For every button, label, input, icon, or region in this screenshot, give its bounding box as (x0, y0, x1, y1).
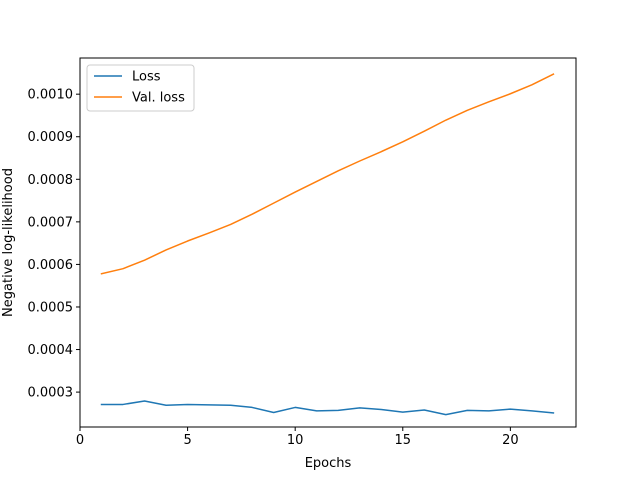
series-line-0 (100, 400, 555, 416)
legend-label-val-loss: Val. loss (132, 91, 185, 106)
series-line-1 (100, 73, 555, 275)
legend: Loss Val. loss (86, 64, 195, 112)
x-tick-label: 5 (183, 433, 191, 448)
x-tick-label: 20 (502, 433, 519, 448)
plot-frame (79, 57, 577, 428)
y-tick-label: 0.0003 (28, 386, 74, 401)
y-tick-label: 0.0007 (28, 215, 74, 230)
y-axis-label: Negative log-likelihood (1, 168, 16, 317)
x-axis: 0 5 10 15 20 (76, 427, 519, 448)
x-tick-label: 15 (395, 433, 412, 448)
y-tick-label: 0.0009 (28, 130, 74, 145)
y-tick-label: 0.0010 (28, 88, 74, 103)
x-tick-label: 10 (287, 433, 304, 448)
legend-label-loss: Loss (132, 70, 161, 85)
series-layer (100, 73, 555, 416)
y-tick-label: 0.0008 (28, 173, 74, 188)
y-tick-label: 0.0005 (28, 300, 74, 315)
y-tick-label: 0.0006 (28, 258, 74, 273)
y-axis: 0.0003 0.0004 0.0005 0.0006 0.0007 0.0008 0.00… (28, 88, 80, 401)
x-tick-label: 0 (76, 433, 84, 448)
x-axis-label: Epochs (305, 456, 352, 471)
y-tick-label: 0.0004 (28, 343, 74, 358)
